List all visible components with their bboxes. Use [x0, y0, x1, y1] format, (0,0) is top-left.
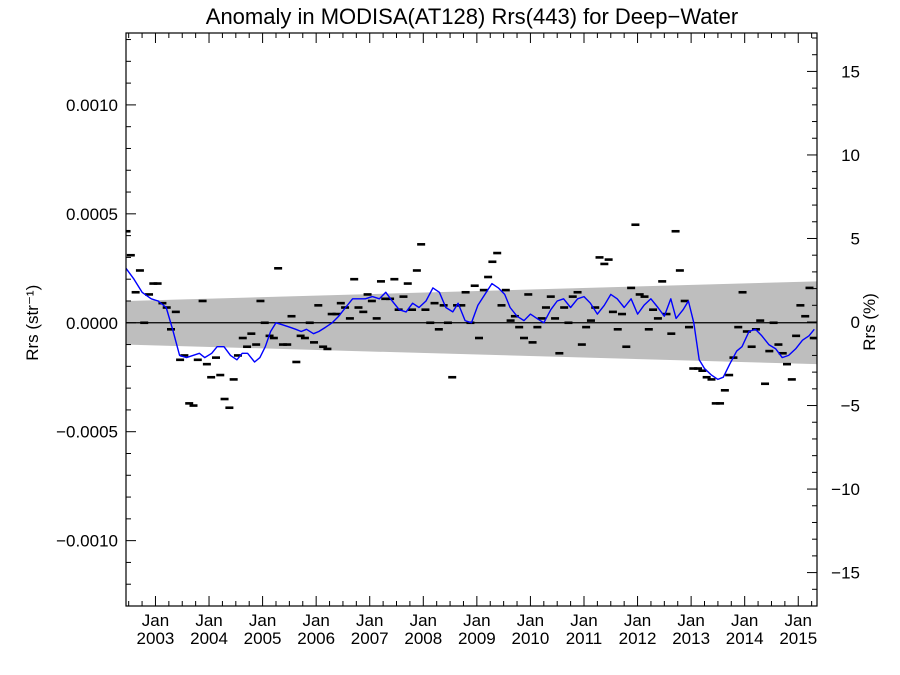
y-axis-label-right: Rrs (%): [860, 293, 879, 351]
y-tick-label-right: 10: [841, 146, 860, 165]
x-tick-label-month: Jan: [570, 611, 597, 630]
y-tick-label-right: −10: [831, 480, 860, 499]
y-tick-label-left: −0.0010: [56, 532, 118, 551]
x-tick-label-year: 2012: [619, 629, 657, 648]
y-tick-label-right: 5: [851, 229, 860, 248]
x-tick-label-month: Jan: [785, 611, 812, 630]
x-tick-label-year: 2005: [244, 629, 282, 648]
y-tick-label-left: 0.0005: [66, 205, 118, 224]
plot-area: [126, 223, 817, 410]
x-tick-label-year: 2006: [297, 629, 335, 648]
chart-title: Anomaly in MODISA(AT128) Rrs(443) for De…: [206, 4, 738, 29]
y-tick-label-left: −0.0005: [56, 423, 118, 442]
x-tick-label-month: Jan: [731, 611, 758, 630]
x-tick-label-year: 2011: [566, 629, 603, 648]
y-tick-label-right: 15: [841, 62, 860, 81]
y-axis-label-left: Rrs (str⁻¹): [23, 285, 42, 361]
x-tick-label-month: Jan: [677, 611, 704, 630]
y-tick-label-left: 0.0000: [66, 314, 118, 333]
x-tick-label-year: 2004: [190, 629, 228, 648]
x-tick-label-year: 2015: [779, 629, 817, 648]
x-tick-label-month: Jan: [517, 611, 544, 630]
y-tick-label-right: −5: [841, 397, 860, 416]
axes: 0.0010 0.0005 0.0000 −0.0005 −0.0010 15 10 5 0 −5…: [56, 33, 860, 648]
y-tick-label-right: −15: [831, 564, 860, 583]
x-tick-label-month: Jan: [624, 611, 651, 630]
x-tick-label-month: Jan: [195, 611, 222, 630]
x-tick-label-year: 2014: [726, 629, 764, 648]
x-tick-label-month: Jan: [463, 611, 490, 630]
x-tick-label-month: Jan: [302, 611, 329, 630]
x-tick-label-month: Jan: [249, 611, 276, 630]
x-tick-label-month: Jan: [142, 611, 169, 630]
x-tick-label-year: 2008: [404, 629, 442, 648]
x-tick-label-month: Jan: [410, 611, 437, 630]
x-tick-label-year: 2009: [458, 629, 496, 648]
running-mean-line: [126, 267, 815, 381]
x-tick-label-year: 2013: [672, 629, 710, 648]
x-tick-label-year: 2003: [137, 629, 175, 648]
x-tick-label-year: 2007: [351, 629, 389, 648]
plot-contents: [126, 223, 817, 410]
plot-frame: [125, 32, 818, 607]
y-tick-label-left: 0.0010: [66, 96, 118, 115]
x-tick-label-year: 2010: [512, 629, 550, 648]
y-tick-label-right: 0: [851, 313, 860, 332]
x-tick-label-month: Jan: [356, 611, 383, 630]
